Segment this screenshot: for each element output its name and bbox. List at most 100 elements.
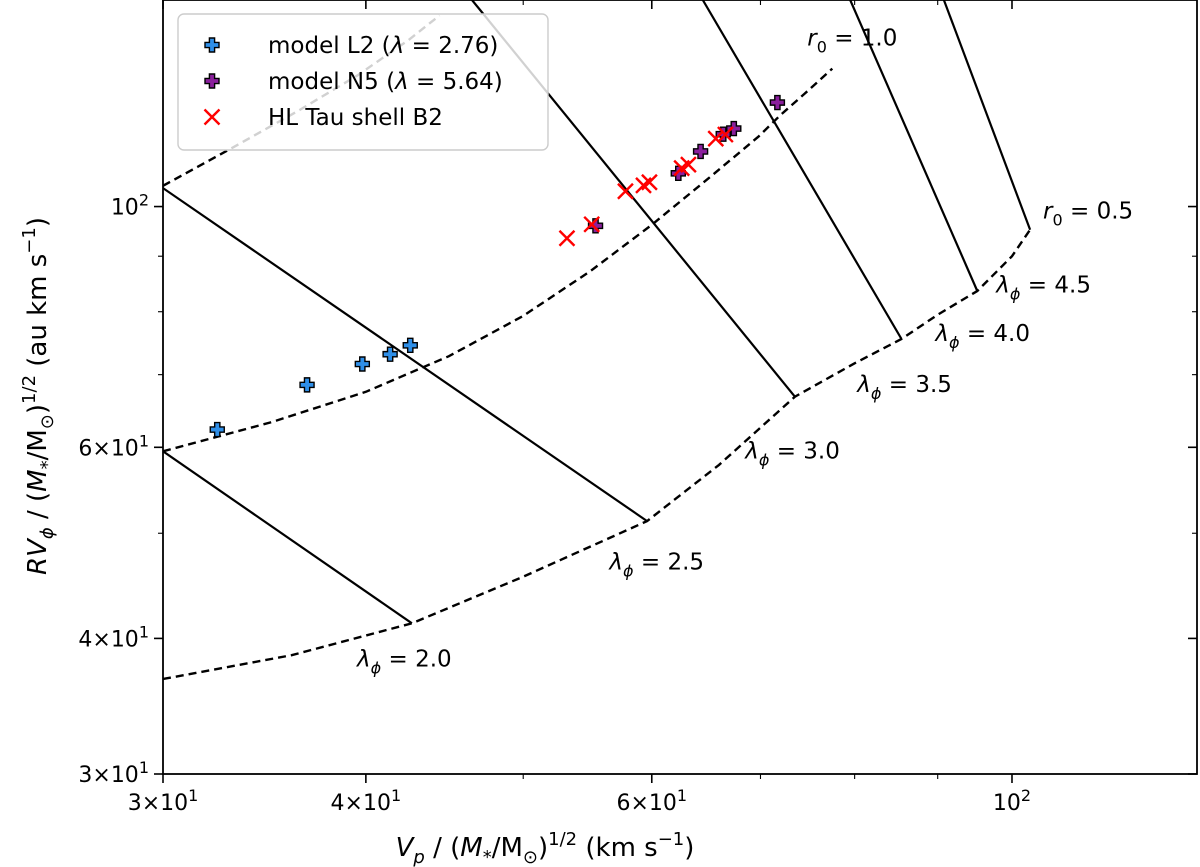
label-mass: M <box>23 469 53 491</box>
tick-base: 10 <box>993 791 1021 816</box>
legend-text-post: = 2.76) <box>404 33 498 59</box>
ann-subscript: 0 <box>1052 210 1062 229</box>
model-n5-point <box>715 126 731 142</box>
lambda-3.5-line <box>701 0 903 340</box>
tick-mantissa: 4 <box>331 791 345 816</box>
tick-exponent: 1 <box>139 622 149 641</box>
lambda-4.0-label: λϕ = 4.0 <box>933 321 1030 352</box>
legend-label: HL Tau shell B2 <box>268 105 443 131</box>
tick-mantissa: 3 <box>78 763 92 788</box>
tick-mantissa: 4 <box>78 627 92 652</box>
ann-value: = 3.5 <box>881 372 951 398</box>
ann-symbol: λ <box>994 273 1010 299</box>
tick-exponent: 1 <box>188 786 198 805</box>
legend-marker <box>203 108 221 126</box>
legend-marker <box>204 73 220 89</box>
label-unit: (au km s <box>23 254 53 375</box>
label-end: ) <box>684 833 694 863</box>
ann-value: = 2.5 <box>634 549 704 575</box>
tick-times: × <box>92 763 110 788</box>
label-sub: p <box>412 847 424 867</box>
legend: model L2 (λ = 2.76) model N5 (λ = 5.64) HL… <box>177 13 549 151</box>
legend-label: model N5 (λ = 5.64) <box>268 69 503 95</box>
tick-mantissa: 3 <box>128 791 142 816</box>
label-sup: 1/2 <box>548 829 577 850</box>
hl-tau-shell-b2-point <box>583 215 601 233</box>
ann-symbol: λ <box>933 321 949 347</box>
label-sub2: * <box>37 460 58 469</box>
lambda-2.0-line <box>163 450 413 625</box>
y-tick-label: 3×101 <box>78 758 149 788</box>
ann-value: = 4.5 <box>1020 273 1090 299</box>
model-l2-point <box>382 346 398 362</box>
model-l2-point <box>354 356 371 372</box>
label-end: ) <box>23 217 53 227</box>
tick-mantissa: 6 <box>78 436 92 461</box>
r0-0.5-curve-label: r0 = 0.5 <box>1043 198 1133 229</box>
lambda-2.5-line <box>163 187 648 523</box>
label-var: RV <box>23 537 53 575</box>
tick-base: 10 <box>111 196 139 221</box>
lambda-2.0-label: λϕ = 2.0 <box>355 646 452 677</box>
hl-tau-shell-b2-point <box>717 126 734 143</box>
legend-box <box>177 13 549 151</box>
label-mass: M <box>460 833 482 863</box>
label-mid2: /M <box>23 429 53 460</box>
tick-times: × <box>142 791 160 816</box>
label-unit: (km s <box>577 833 658 863</box>
ann-subscript: ϕ <box>871 384 882 403</box>
ann-value: = 4.0 <box>960 321 1030 347</box>
ann-subscript: ϕ <box>371 658 382 677</box>
tick-exponent: 1 <box>139 758 149 777</box>
x-tick-label: 6×101 <box>616 786 687 816</box>
model-n5-point <box>769 94 786 111</box>
tick-exponent: 2 <box>1021 786 1031 805</box>
legend-symbol: λ <box>393 69 409 95</box>
x-axis-label: Vp / (M*/M⊙)1/2 (km s−1) <box>396 829 695 867</box>
tick-base: 10 <box>111 627 139 652</box>
lambda-2.5-label: λϕ = 2.5 <box>607 549 704 580</box>
label-mid: / ( <box>23 492 53 527</box>
hl-tau-shell-b2-point <box>617 182 634 200</box>
ann-subscript: ϕ <box>1010 285 1021 304</box>
legend-text-main: model L2 ( <box>268 33 391 59</box>
ann-symbol: λ <box>355 646 371 672</box>
tick-base: 10 <box>111 436 139 461</box>
model-n5-point <box>692 143 709 160</box>
x-tick-label: 3×101 <box>128 786 199 816</box>
x-tick-label: 4×101 <box>331 786 402 816</box>
label-sub3: ⊙ <box>37 414 58 429</box>
ann-value: = 3.0 <box>769 438 839 464</box>
ann-symbol: r <box>1043 198 1054 224</box>
data-points <box>209 94 786 438</box>
lambda-3.0-label: λϕ = 3.0 <box>743 438 840 469</box>
r0-1.0-curve-label: r0 = 1.0 <box>807 25 897 56</box>
label-sub2: * <box>483 847 492 867</box>
lambda-4.0-line <box>849 0 979 292</box>
label-unit-sup: −1 <box>19 227 40 254</box>
outer-boundary-curve <box>163 229 1032 681</box>
legend-text-main: HL Tau shell B2 <box>268 105 443 131</box>
tick-base: 10 <box>363 791 391 816</box>
y-axis-label: RVϕ / (M*/M⊙)1/2 (au km s−1) <box>19 217 58 575</box>
x-tick-label: 102 <box>993 786 1031 816</box>
label-mid2: /M <box>492 833 523 863</box>
model-l2-point <box>209 421 225 438</box>
label-sub: ϕ <box>37 527 58 539</box>
model-n5-point <box>726 120 742 137</box>
tick-times: × <box>92 627 110 652</box>
ann-value: = 0.5 <box>1063 198 1133 224</box>
tick-exponent: 1 <box>391 786 401 805</box>
label-mid: / ( <box>425 833 460 863</box>
hl-tau-shell-b2-point <box>680 156 697 173</box>
ann-value: = 1.0 <box>827 25 897 51</box>
y-tick-label: 102 <box>111 191 149 221</box>
tick-times: × <box>630 791 648 816</box>
label-sub3: ⊙ <box>523 847 538 867</box>
legend-text-post: = 5.64) <box>409 69 503 95</box>
tick-exponent: 2 <box>139 191 149 210</box>
model-n5-point <box>587 218 604 234</box>
ann-subscript: 0 <box>817 37 827 56</box>
label-post: ) <box>538 833 548 863</box>
